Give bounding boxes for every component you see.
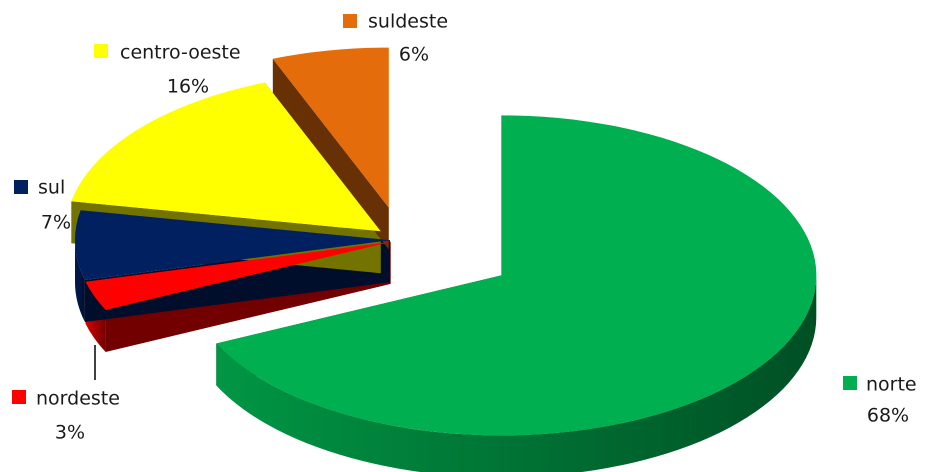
value-label: 3% xyxy=(55,422,85,444)
outer-wall xyxy=(216,275,817,472)
slice xyxy=(272,47,389,208)
value-label: 7% xyxy=(41,212,71,234)
category-label: norte xyxy=(866,374,917,396)
radial-wall xyxy=(272,58,389,250)
outer-wall xyxy=(75,240,85,322)
value-label: 16% xyxy=(167,76,209,98)
slice xyxy=(71,82,381,232)
labels: norte 68% nordeste 3% sul 7% centro-oeste 16% su… xyxy=(12,11,917,444)
legend-swatch xyxy=(343,14,357,28)
legend-swatch xyxy=(12,390,26,404)
value-label: 6% xyxy=(399,44,429,66)
legend-swatch xyxy=(94,44,108,58)
slice xyxy=(85,241,391,310)
category-label: suldeste xyxy=(368,11,448,33)
slice-side xyxy=(272,58,389,250)
legend-swatch xyxy=(843,376,857,390)
value-label: 68% xyxy=(867,405,909,427)
category-label: sul xyxy=(38,177,65,199)
legend-swatch xyxy=(14,180,28,194)
slice xyxy=(216,115,817,436)
category-label: nordeste xyxy=(36,388,120,410)
pie-tops xyxy=(71,47,817,436)
slice xyxy=(75,210,390,280)
category-label: centro-oeste xyxy=(120,42,241,64)
